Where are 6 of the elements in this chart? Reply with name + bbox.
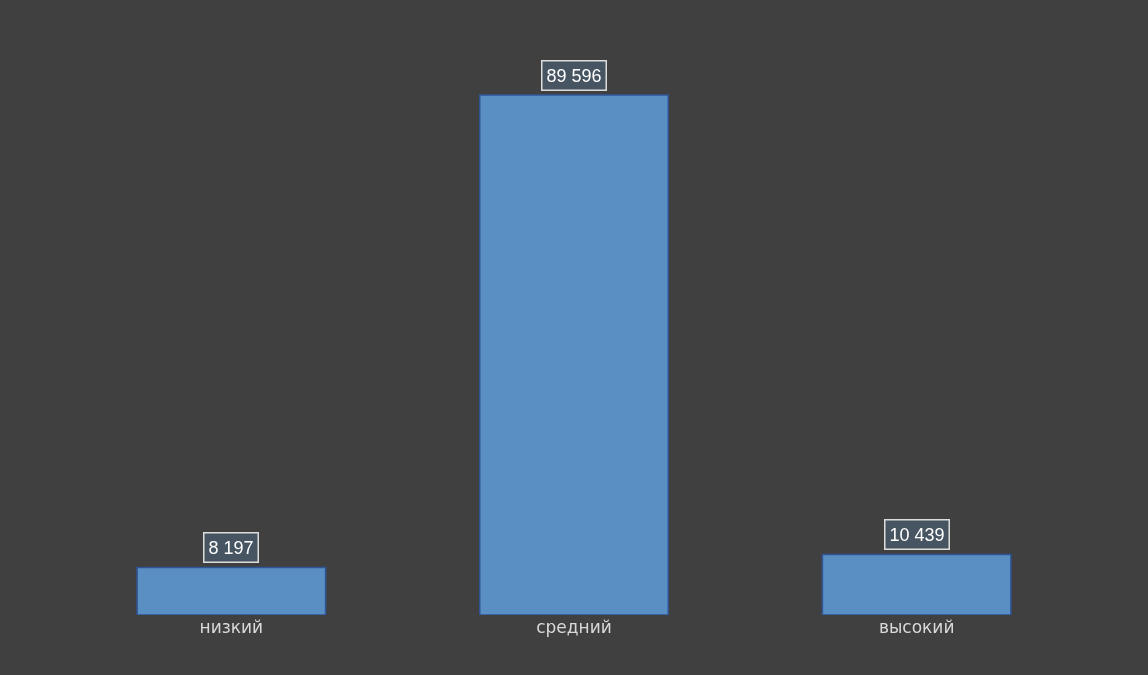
data-label: 89 596: [546, 65, 602, 86]
data-label: 10 439: [889, 524, 945, 545]
x-tick-label: средний: [536, 617, 612, 637]
data-label: 8 197: [208, 537, 254, 558]
x-tick-label: высокий: [878, 617, 955, 637]
x-tick-label: низкий: [199, 617, 264, 637]
